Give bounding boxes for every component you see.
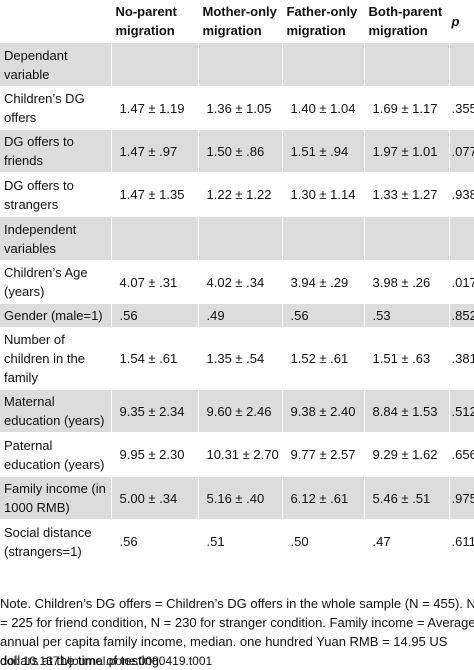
- cell-father-only: [282, 216, 365, 261]
- cell-mother-only: 1.22 ± 1.22: [198, 172, 283, 217]
- cell-father-only: .56: [282, 303, 365, 328]
- cell-p: .938: [449, 172, 474, 217]
- note-line: dollars at the time of testing.: [0, 653, 163, 668]
- cell-mother-only: 4.02 ± .34: [198, 260, 283, 304]
- table-row: Social distance (strangers=1) .56 .51 .5…: [0, 519, 474, 564]
- table-row: Paternal education (years) 9.95 ± 2.30 1…: [0, 432, 474, 477]
- table-row: Independent variables: [0, 216, 474, 261]
- table-row: Family income (in 1000 RMB) 5.00 ± .34 5…: [0, 476, 474, 520]
- cell-both-parent: .53: [364, 303, 450, 328]
- header-p: p: [449, 0, 474, 43]
- cell-p: [449, 216, 474, 261]
- cell-father-only: 1.52 ± .61: [282, 327, 365, 390]
- row-label: DG offers to friends: [0, 129, 112, 173]
- cell-no-parent: 1.47 ± 1.19: [111, 86, 199, 130]
- row-label: Social distance (strangers=1): [0, 519, 112, 564]
- table-row: Children’s DG offers 1.47 ± 1.19 1.36 ± …: [0, 86, 474, 130]
- note-line: Note. Children’s DG offers = Children’s …: [0, 596, 474, 611]
- cell-p: .852: [449, 303, 474, 328]
- cell-no-parent: 9.95 ± 2.30: [111, 432, 199, 477]
- cell-mother-only: 9.60 ± 2.46: [198, 389, 283, 433]
- row-label: DG offers to strangers: [0, 172, 112, 217]
- header-no-parent: No-parent migration: [111, 0, 199, 43]
- cell-mother-only: .49: [198, 303, 283, 328]
- cell-no-parent: .56: [111, 303, 199, 328]
- cell-mother-only: 10.31 ± 2.70: [198, 432, 283, 477]
- cell-p: .077: [449, 129, 474, 173]
- cell-father-only: 9.77 ± 2.57: [282, 432, 365, 477]
- header-both-parent: Both-parent migration: [364, 0, 450, 43]
- cell-mother-only: [198, 42, 283, 87]
- cell-both-parent: 1.33 ± 1.27: [364, 172, 450, 217]
- table-note: Note. Children’s DG offers = Children’s …: [0, 594, 474, 670]
- cell-father-only: 1.40 ± 1.04: [282, 86, 365, 130]
- cell-father-only: 3.94 ± .29: [282, 260, 365, 304]
- cell-mother-only: 1.36 ± 1.05: [198, 86, 283, 130]
- cell-father-only: .50: [282, 519, 365, 564]
- cell-mother-only: .51: [198, 519, 283, 564]
- cell-p: .355: [449, 86, 474, 130]
- cell-no-parent: 1.54 ± .61: [111, 327, 199, 390]
- cell-both-parent: 8.84 ± 1.53: [364, 389, 450, 433]
- cell-father-only: 1.51 ± .94: [282, 129, 365, 173]
- cell-no-parent: [111, 216, 199, 261]
- table-row: Gender (male=1) .56 .49 .56 .53 .852: [0, 303, 474, 328]
- cell-no-parent: 4.07 ± .31: [111, 260, 199, 304]
- cell-mother-only: 1.50 ± .86: [198, 129, 283, 173]
- cell-p: .656: [449, 432, 474, 477]
- row-label: Children’s Age (years): [0, 260, 112, 304]
- cell-both-parent: 1.51 ± .63: [364, 327, 450, 390]
- note-line: annual per capita family income, median.…: [0, 634, 448, 649]
- cell-mother-only: [198, 216, 283, 261]
- cell-p: .512: [449, 389, 474, 433]
- cell-no-parent: 5.00 ± .34: [111, 476, 199, 520]
- table-row: DG offers to friends 1.47 ± .97 1.50 ± .…: [0, 129, 474, 173]
- table-row: Maternal education (years) 9.35 ± 2.34 9…: [0, 389, 474, 433]
- cell-p: .611: [449, 519, 474, 564]
- cell-no-parent: 9.35 ± 2.34: [111, 389, 199, 433]
- cell-both-parent: 3.98 ± .26: [364, 260, 450, 304]
- cell-both-parent: .47: [364, 519, 450, 564]
- cell-no-parent: [111, 42, 199, 87]
- header-father-only: Father-only migration: [282, 0, 365, 43]
- table-row: Number of children in the family 1.54 ± …: [0, 327, 474, 390]
- table-row: DG offers to strangers 1.47 ± 1.35 1.22 …: [0, 172, 474, 217]
- cell-both-parent: 1.97 ± 1.01: [364, 129, 450, 173]
- row-label: Family income (in 1000 RMB): [0, 476, 112, 520]
- cell-no-parent: 1.47 ± .97: [111, 129, 199, 173]
- doi-text: doi: 10.1371/journal.pone.0080419.t001: [0, 654, 213, 668]
- cell-both-parent: [364, 216, 450, 261]
- cell-no-parent: 1.47 ± 1.35: [111, 172, 199, 217]
- row-label: Children’s DG offers: [0, 86, 112, 130]
- cell-p: .975: [449, 476, 474, 520]
- cell-father-only: 1.30 ± 1.14: [282, 172, 365, 217]
- cell-p: .381: [449, 327, 474, 390]
- header-empty: [0, 0, 112, 43]
- cell-father-only: 9.38 ± 2.40: [282, 389, 365, 433]
- cell-p: .017: [449, 260, 474, 304]
- table-row: Dependant variable: [0, 42, 474, 87]
- row-label: Paternal education (years): [0, 432, 112, 477]
- cell-mother-only: 5.16 ± .40: [198, 476, 283, 520]
- cell-father-only: [282, 42, 365, 87]
- header-mother-only: Mother-only migration: [198, 0, 283, 43]
- note-line: = 225 for friend condition, N = 230 for …: [0, 615, 474, 630]
- row-label: Dependant variable: [0, 42, 112, 87]
- table-header-row: No-parent migration Mother-only migration …: [0, 0, 474, 43]
- row-label: Gender (male=1): [0, 303, 112, 328]
- cell-both-parent: 1.69 ± 1.17: [364, 86, 450, 130]
- cell-p: [449, 42, 474, 87]
- table-row: Children’s Age (years) 4.07 ± .31 4.02 ±…: [0, 260, 474, 304]
- cell-both-parent: 9.29 ± 1.62: [364, 432, 450, 477]
- cell-father-only: 6.12 ± .61: [282, 476, 365, 520]
- cell-mother-only: 1.35 ± .54: [198, 327, 283, 390]
- cell-both-parent: [364, 42, 450, 87]
- row-label: Independent variables: [0, 216, 112, 261]
- data-table: No-parent migration Mother-only migration …: [0, 0, 474, 564]
- row-label: Maternal education (years): [0, 389, 112, 433]
- cell-no-parent: .56: [111, 519, 199, 564]
- cell-both-parent: 5.46 ± .51: [364, 476, 450, 520]
- row-label: Number of children in the family: [0, 327, 112, 390]
